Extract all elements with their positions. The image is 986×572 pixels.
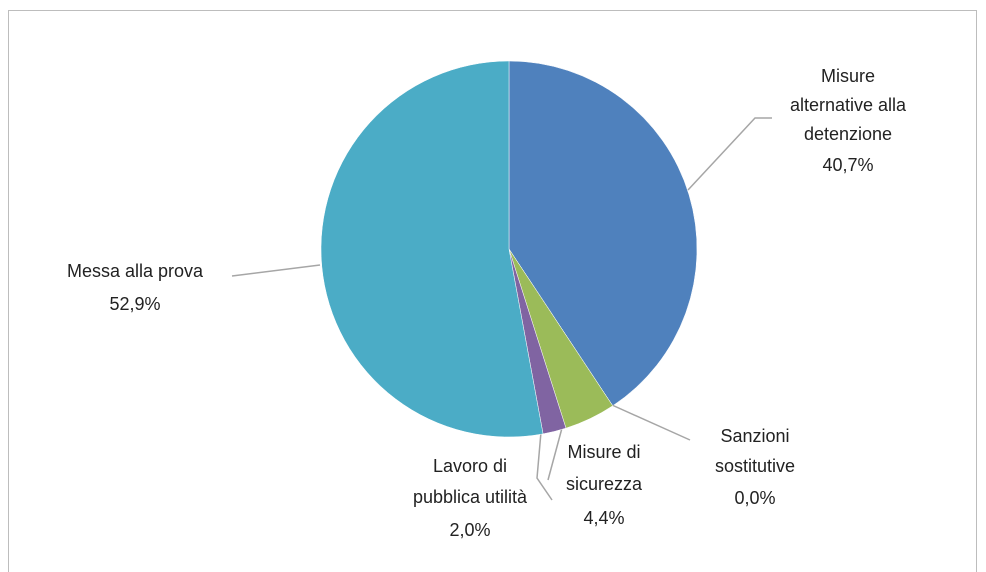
slice-value-label: 2,0% (449, 520, 490, 540)
slice-label: Misure di sicurezza (566, 442, 643, 494)
leader-line (547, 427, 563, 481)
slice-label: Messa alla prova (67, 261, 204, 281)
slice-value-label: 40,7% (822, 155, 873, 175)
slice-value-label: 0,0% (734, 488, 775, 508)
slice-value-label: 52,9% (109, 294, 160, 314)
leader-line (231, 264, 321, 277)
pie-slice (320, 60, 544, 438)
slice-label: Misure alternative alla detenzione (790, 66, 907, 144)
chart-frame (8, 10, 977, 572)
slice-label: Lavoro di pubblica utilità (413, 456, 528, 507)
slice-label: Sanzioni sostitutive (715, 426, 795, 476)
slice-value-label: 4,4% (583, 508, 624, 528)
leader-line (611, 404, 691, 441)
leader-line (536, 431, 553, 501)
leader-line (687, 117, 772, 191)
